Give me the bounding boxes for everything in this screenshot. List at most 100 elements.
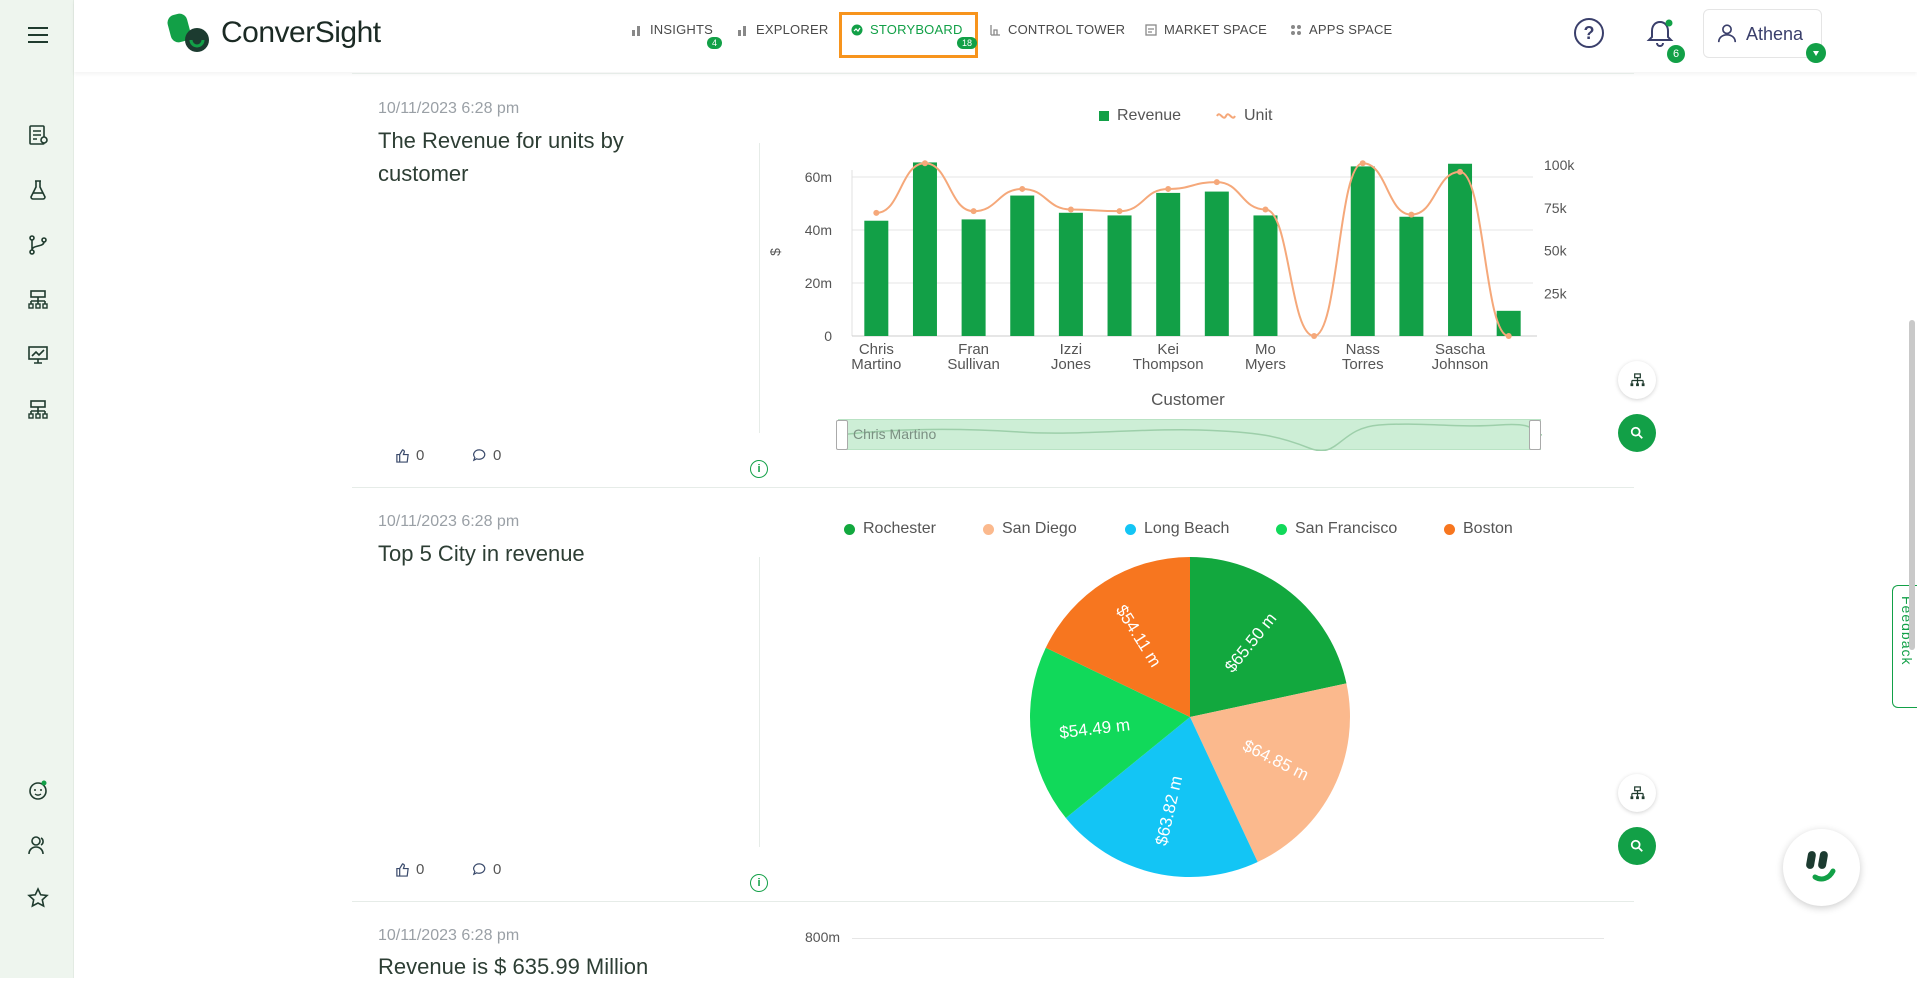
legend-swatch-revenue: [1099, 111, 1109, 121]
pie-legend-rochester[interactable]: Rochester: [844, 520, 936, 538]
nav-insights[interactable]: INSIGHTS: [631, 22, 713, 37]
revenue-bar[interactable]: [961, 219, 986, 336]
like-count: 0: [416, 861, 425, 878]
x-tick-label: Johnson: [1432, 356, 1489, 373]
revenue-bar[interactable]: [1204, 191, 1229, 336]
y2-tick-label: 50k: [1544, 243, 1568, 259]
user-dropdown-toggle[interactable]: [1806, 43, 1826, 63]
revenue-bar[interactable]: [864, 220, 889, 336]
menu-icon[interactable]: [23, 20, 53, 50]
revenue-bar[interactable]: [1350, 166, 1375, 336]
unit-point[interactable]: [1262, 206, 1269, 213]
nav-control-tower[interactable]: CONTROL TOWER: [989, 22, 1125, 37]
unit-point[interactable]: [1408, 211, 1415, 218]
unit-point[interactable]: [1505, 333, 1512, 339]
explore-search-button[interactable]: [1618, 414, 1656, 452]
unit-point[interactable]: [1213, 179, 1220, 186]
git-branch-icon[interactable]: [23, 230, 53, 260]
slider-right-handle[interactable]: [1529, 420, 1541, 450]
unit-point[interactable]: [873, 209, 880, 216]
insights-count-badge: 4: [707, 37, 723, 49]
unit-point[interactable]: [1311, 333, 1318, 339]
nav-explorer-label: EXPLORER: [756, 22, 829, 37]
pie-legend-san-francisco[interactable]: San Francisco: [1276, 520, 1397, 538]
users-icon[interactable]: [23, 830, 53, 860]
flask-icon[interactable]: [23, 175, 53, 205]
unit-point[interactable]: [1359, 160, 1366, 167]
storyboard-icon: [851, 24, 863, 36]
conversight-logo[interactable]: [167, 12, 211, 56]
drilldown-button[interactable]: [1618, 774, 1656, 812]
nav-apps-space-label: APPS SPACE: [1309, 22, 1393, 37]
presentation-chart-icon[interactable]: [23, 340, 53, 370]
hierarchy-icon[interactable]: [23, 285, 53, 315]
revenue-bar[interactable]: [912, 162, 937, 336]
x-tick-label: Martino: [851, 356, 901, 373]
chat-assistant-button[interactable]: [1783, 829, 1860, 906]
nav-explorer[interactable]: EXPLORER: [737, 22, 828, 37]
thumbs-up-icon: [396, 863, 409, 877]
info-icon[interactable]: i: [750, 460, 768, 478]
card-divider: [352, 73, 1634, 74]
info-icon[interactable]: i: [750, 874, 768, 892]
nav-apps-space[interactable]: APPS SPACE: [1290, 22, 1392, 37]
revenue-bar[interactable]: [1107, 215, 1132, 336]
pie-legend-san-diego[interactable]: San Diego: [983, 520, 1077, 538]
user-menu[interactable]: Athena: [1703, 9, 1822, 58]
pie-slice[interactable]: [1190, 557, 1347, 717]
bar-chart-icon: [631, 24, 643, 36]
like-button[interactable]: 0: [395, 861, 424, 878]
revenue-bar[interactable]: [1253, 215, 1278, 336]
revenue-bar[interactable]: [1448, 163, 1473, 336]
like-button[interactable]: 0: [395, 447, 424, 464]
insights-report-icon[interactable]: [23, 120, 53, 150]
explore-search-button[interactable]: [1618, 827, 1656, 865]
comment-button[interactable]: 0: [472, 861, 501, 878]
pie-legend-boston[interactable]: Boston: [1444, 520, 1513, 538]
help-button[interactable]: ?: [1574, 18, 1604, 48]
x-tick-label: Sascha: [1435, 341, 1486, 358]
y2-tick-label: 75k: [1544, 200, 1568, 216]
pie-slice[interactable]: [1030, 647, 1190, 818]
nav-market-space[interactable]: MARKET SPACE: [1145, 22, 1267, 37]
notifications-button[interactable]: [1645, 18, 1675, 50]
legend-dot: [1276, 523, 1287, 535]
search-icon: [1630, 839, 1643, 852]
range-slider-track[interactable]: Chris Martino: [838, 419, 1542, 451]
unit-point[interactable]: [921, 160, 928, 167]
unit-point[interactable]: [1067, 206, 1074, 213]
unit-point[interactable]: [1457, 168, 1464, 175]
thumbs-up-icon: [396, 449, 409, 463]
unit-point[interactable]: [1116, 208, 1123, 215]
page-scrollbar-thumb[interactable]: [1909, 320, 1915, 650]
x-tick-label: Mo: [1255, 341, 1276, 358]
pie-legend-long-beach[interactable]: Long Beach: [1125, 520, 1229, 538]
revenue-bar[interactable]: [1156, 192, 1181, 336]
card-timestamp: 10/11/2023 6:28 pm: [378, 100, 520, 117]
x-tick-label: Izzi: [1060, 341, 1083, 358]
unit-point[interactable]: [1165, 185, 1172, 192]
user-icon: [1717, 24, 1737, 43]
unit-point[interactable]: [1019, 185, 1026, 192]
pie-slice[interactable]: [1045, 557, 1190, 717]
x-tick-label: Fran: [958, 341, 989, 358]
chart-legend-unit[interactable]: Unit: [1216, 107, 1272, 125]
revenue-bar[interactable]: [1399, 216, 1424, 336]
pie-slice[interactable]: [1190, 683, 1350, 862]
comment-button[interactable]: 0: [472, 447, 501, 464]
nav-storyboard[interactable]: STORYBOARD: [851, 22, 963, 37]
slider-left-handle[interactable]: [836, 420, 848, 450]
revenue-bar[interactable]: [1496, 310, 1521, 336]
star-icon[interactable]: [23, 883, 53, 913]
revenue-bar[interactable]: [1058, 212, 1083, 336]
drilldown-button[interactable]: [1618, 361, 1656, 399]
chart-legend-revenue[interactable]: Revenue: [1099, 107, 1181, 125]
unit-point[interactable]: [970, 208, 977, 215]
user-name: Athena: [1746, 24, 1804, 44]
revenue-bar[interactable]: [1010, 195, 1035, 336]
pie-slice[interactable]: [1065, 717, 1258, 877]
x-tick-label: Nass: [1346, 341, 1380, 358]
assistant-bot-icon[interactable]: [23, 775, 53, 805]
org-chart-icon[interactable]: [23, 395, 53, 425]
comment-count: 0: [493, 861, 502, 878]
